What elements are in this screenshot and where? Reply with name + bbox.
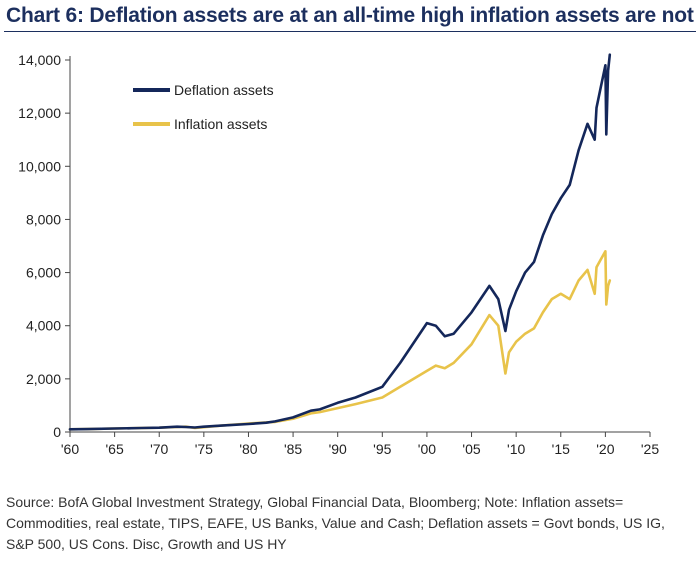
y-tick-label: 12,000 <box>18 105 61 121</box>
y-tick-label: 2,000 <box>26 371 61 387</box>
series-lines <box>68 53 612 431</box>
x-axis: '60 '65 '70 '75 '80 '85 '90 '95 '00 '05 '10 '15 '20 '… <box>61 431 659 457</box>
y-axis: 0 2,000 4,000 6,000 8,000 10,000 12,000 14,000 <box>18 52 71 440</box>
x-tick-label: '65 <box>105 441 123 457</box>
title-rule <box>4 31 696 32</box>
x-tick-label: '00 <box>418 441 436 457</box>
legend-label-deflation-assets: Deflation assets <box>174 82 274 98</box>
y-tick-label: 8,000 <box>26 211 61 227</box>
legend-label-inflation-assets: Inflation assets <box>174 116 267 132</box>
x-tick-label: '75 <box>195 441 213 457</box>
y-tick-label: 14,000 <box>18 52 61 68</box>
deflation-assets-line <box>68 53 612 431</box>
x-tick-label: '10 <box>507 441 525 457</box>
y-tick-label: 0 <box>53 424 61 440</box>
source-line-3: S&P 500, US Cons. Disc, Growth and US HY <box>6 536 287 552</box>
x-tick-label: '90 <box>329 441 347 457</box>
x-tick-label: '15 <box>552 441 570 457</box>
x-tick-label: '85 <box>284 441 302 457</box>
source-line-1: Source: BofA Global Investment Strategy,… <box>6 494 624 510</box>
source-note: Source: BofA Global Investment Strategy,… <box>6 492 692 555</box>
x-tick-label: '25 <box>641 441 659 457</box>
legend: Deflation assets Inflation assets <box>133 82 274 132</box>
x-tick-label: '80 <box>239 441 257 457</box>
x-tick-label: '20 <box>596 441 614 457</box>
line-chart: 02,0004,0006,0008,00010,00012,00014,000 … <box>18 52 659 457</box>
x-tick-label: '70 <box>150 441 168 457</box>
x-tick-label: '95 <box>373 441 391 457</box>
y-tick-label: 10,000 <box>18 158 61 174</box>
chart-title: Chart 6: Deflation assets are at an all-… <box>6 4 694 27</box>
source-line-2: Commodities, real estate, TIPS, EAFE, US… <box>6 515 665 531</box>
x-tick-label: '05 <box>462 441 480 457</box>
x-tick-label: '60 <box>61 441 79 457</box>
y-tick-label: 6,000 <box>26 265 61 281</box>
y-tick-label: 4,000 <box>26 318 61 334</box>
